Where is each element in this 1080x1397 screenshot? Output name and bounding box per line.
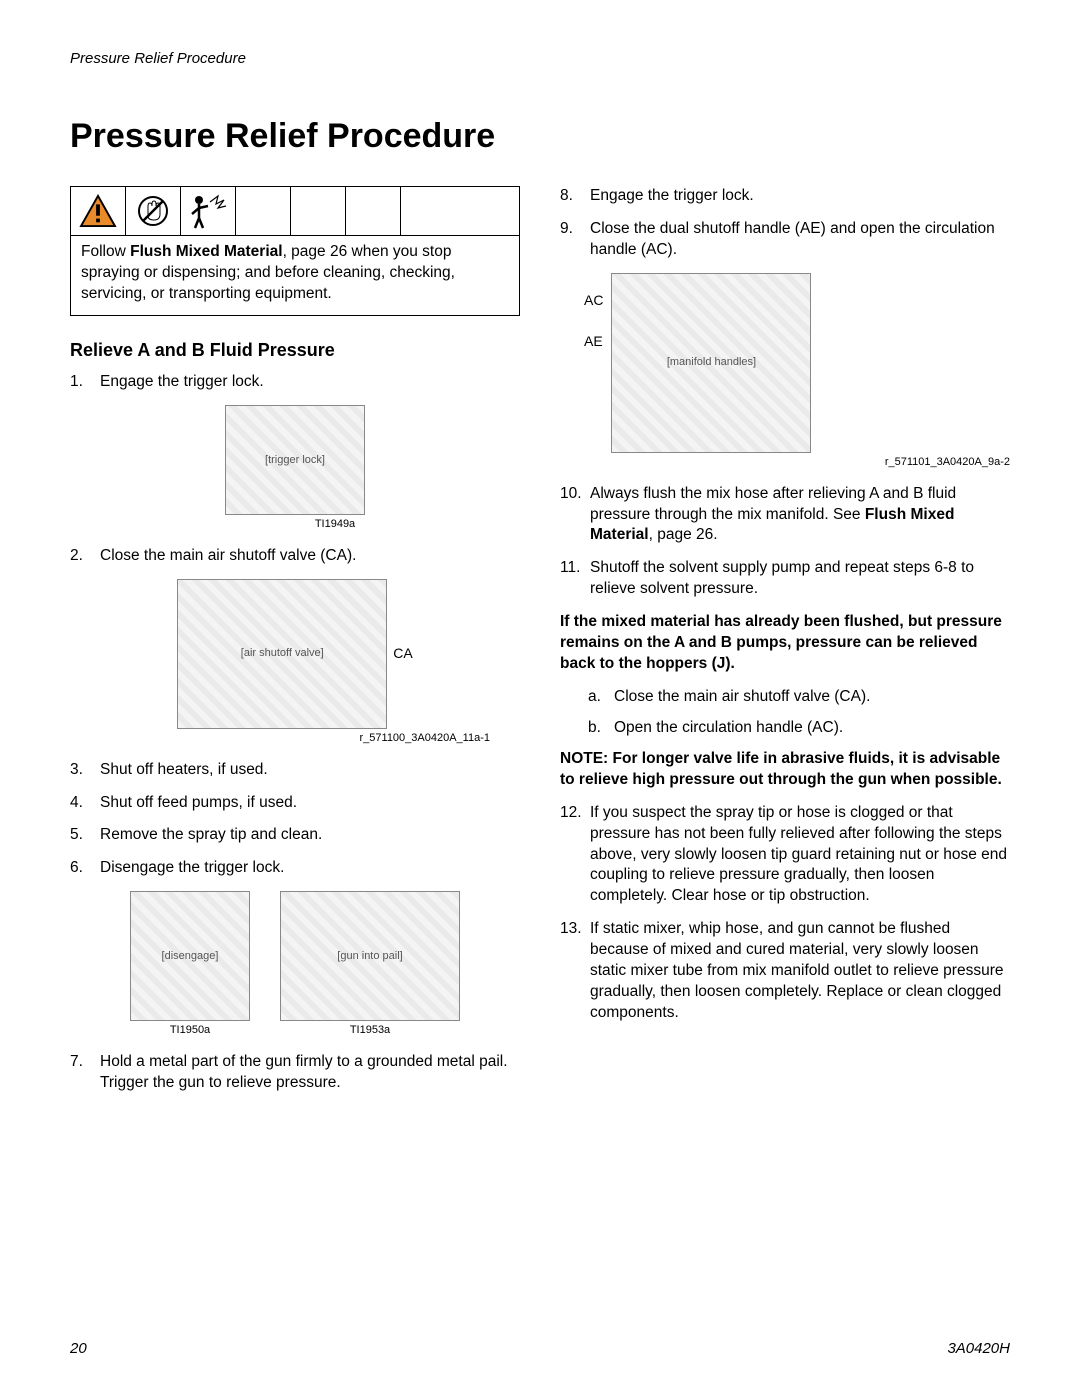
figure-manifold-img: [manifold handles] bbox=[611, 273, 811, 453]
warning-bold: Flush Mixed Material bbox=[130, 243, 282, 260]
step-8: 8.Engage the trigger lock. bbox=[560, 186, 1010, 207]
warning-spacer-4 bbox=[401, 187, 519, 235]
callout-ae: AE bbox=[584, 332, 603, 351]
figure-air-valve: [air shutoff valve] CA r_571100_3A0420A_… bbox=[70, 579, 520, 746]
content-columns: Follow Flush Mixed Material, page 26 whe… bbox=[70, 186, 1010, 1106]
section-heading: Relieve A and B Fluid Pressure bbox=[70, 338, 520, 362]
note-valve-life: NOTE: For longer valve life in abrasive … bbox=[560, 749, 1010, 791]
step-7-text: Hold a metal part of the gun firmly to a… bbox=[100, 1052, 520, 1094]
right-step-list-2: 10. Always flush the mix hose after reli… bbox=[560, 484, 1010, 601]
right-step-list-3: 12.If you suspect the spray tip or hose … bbox=[560, 803, 1010, 1024]
right-step-list-1: 8.Engage the trigger lock. 9.Close the d… bbox=[560, 186, 1010, 261]
step-1: 1.Engage the trigger lock. bbox=[70, 372, 520, 393]
step-11: 11.Shutoff the solvent supply pump and r… bbox=[560, 558, 1010, 600]
left-step-list-4: 7.Hold a metal part of the gun firmly to… bbox=[70, 1052, 520, 1094]
step-11-text: Shutoff the solvent supply pump and repe… bbox=[590, 558, 1010, 600]
no-hand-icon bbox=[126, 187, 181, 235]
figure-disengage-img: [disengage] bbox=[130, 891, 250, 1021]
step-6-text: Disengage the trigger lock. bbox=[100, 858, 520, 879]
figure-air-valve-img: [air shutoff valve] bbox=[177, 579, 387, 729]
right-column: 8.Engage the trigger lock. 9.Close the d… bbox=[560, 186, 1010, 1106]
substep-b: b.Open the circulation handle (AC). bbox=[588, 718, 1010, 739]
substep-b-text: Open the circulation handle (AC). bbox=[614, 718, 843, 739]
figure-trigger-lock: [trigger lock] TI1949a bbox=[70, 405, 520, 532]
figure-disengage-label: TI1950a bbox=[170, 1023, 210, 1038]
step-12-text: If you suspect the spray tip or hose is … bbox=[590, 803, 1010, 908]
step-5: 5.Remove the spray tip and clean. bbox=[70, 825, 520, 846]
figure-trigger-lock-img: [trigger lock] bbox=[225, 405, 365, 515]
step-6: 6.Disengage the trigger lock. bbox=[70, 858, 520, 879]
step-2-text: Close the main air shutoff valve (CA). bbox=[100, 546, 520, 567]
note-flushed: If the mixed material has already been f… bbox=[560, 612, 1010, 675]
step-9: 9.Close the dual shutoff handle (AE) and… bbox=[560, 219, 1010, 261]
step-4-text: Shut off feed pumps, if used. bbox=[100, 793, 520, 814]
running-header: Pressure Relief Procedure bbox=[70, 50, 1010, 67]
figure-air-valve-label: r_571100_3A0420A_11a-1 bbox=[360, 731, 491, 746]
step-3-text: Shut off heaters, if used. bbox=[100, 760, 520, 781]
page-number: 20 bbox=[70, 1340, 87, 1357]
figure-pail-img: [gun into pail] bbox=[280, 891, 460, 1021]
figure-pail-label: TI1953a bbox=[350, 1023, 390, 1038]
figure-gun-pail: [disengage] TI1950a [gun into pail] TI19… bbox=[70, 891, 520, 1038]
step-12: 12.If you suspect the spray tip or hose … bbox=[560, 803, 1010, 908]
left-step-list: 1.Engage the trigger lock. bbox=[70, 372, 520, 393]
substep-a-text: Close the main air shutoff valve (CA). bbox=[614, 687, 870, 708]
step-10-text: Always flush the mix hose after relievin… bbox=[590, 484, 1010, 547]
step-13: 13.If static mixer, whip hose, and gun c… bbox=[560, 919, 1010, 1024]
step-7: 7.Hold a metal part of the gun firmly to… bbox=[70, 1052, 520, 1094]
left-step-list-3: 3.Shut off heaters, if used. 4.Shut off … bbox=[70, 760, 520, 880]
step-10: 10. Always flush the mix hose after reli… bbox=[560, 484, 1010, 547]
doc-id: 3A0420H bbox=[947, 1340, 1010, 1357]
figure-manifold: AC AE [manifold handles] r_571101_3A0420… bbox=[584, 273, 1010, 470]
substep-a: a.Close the main air shutoff valve (CA). bbox=[588, 687, 1010, 708]
step-13-text: If static mixer, whip hose, and gun cann… bbox=[590, 919, 1010, 1024]
step-10-post: , page 26. bbox=[649, 526, 718, 543]
step-5-text: Remove the spray tip and clean. bbox=[100, 825, 520, 846]
step-1-text: Engage the trigger lock. bbox=[100, 372, 520, 393]
warning-spacer-3 bbox=[346, 187, 401, 235]
warning-box: Follow Flush Mixed Material, page 26 whe… bbox=[70, 186, 520, 316]
step-9-text: Close the dual shutoff handle (AE) and o… bbox=[590, 219, 1010, 261]
left-column: Follow Flush Mixed Material, page 26 whe… bbox=[70, 186, 520, 1106]
warning-spacer-1 bbox=[236, 187, 291, 235]
step-3: 3.Shut off heaters, if used. bbox=[70, 760, 520, 781]
step-8-text: Engage the trigger lock. bbox=[590, 186, 1010, 207]
warning-icon-row bbox=[71, 187, 519, 236]
figure-trigger-lock-label: TI1949a bbox=[315, 517, 355, 532]
callout-ca: CA bbox=[393, 644, 412, 663]
warning-pre: Follow bbox=[81, 243, 130, 260]
page-title: Pressure Relief Procedure bbox=[70, 117, 1010, 156]
callout-ac: AC bbox=[584, 291, 603, 310]
warning-triangle-icon bbox=[71, 187, 126, 235]
injection-hazard-icon bbox=[181, 187, 236, 235]
step-2: 2.Close the main air shutoff valve (CA). bbox=[70, 546, 520, 567]
figure-manifold-label: r_571101_3A0420A_9a-2 bbox=[885, 455, 1010, 470]
step-4: 4.Shut off feed pumps, if used. bbox=[70, 793, 520, 814]
warning-spacer-2 bbox=[291, 187, 346, 235]
warning-text: Follow Flush Mixed Material, page 26 whe… bbox=[71, 236, 519, 315]
page-footer: 20 3A0420H bbox=[70, 1340, 1010, 1357]
left-step-list-2: 2.Close the main air shutoff valve (CA). bbox=[70, 546, 520, 567]
